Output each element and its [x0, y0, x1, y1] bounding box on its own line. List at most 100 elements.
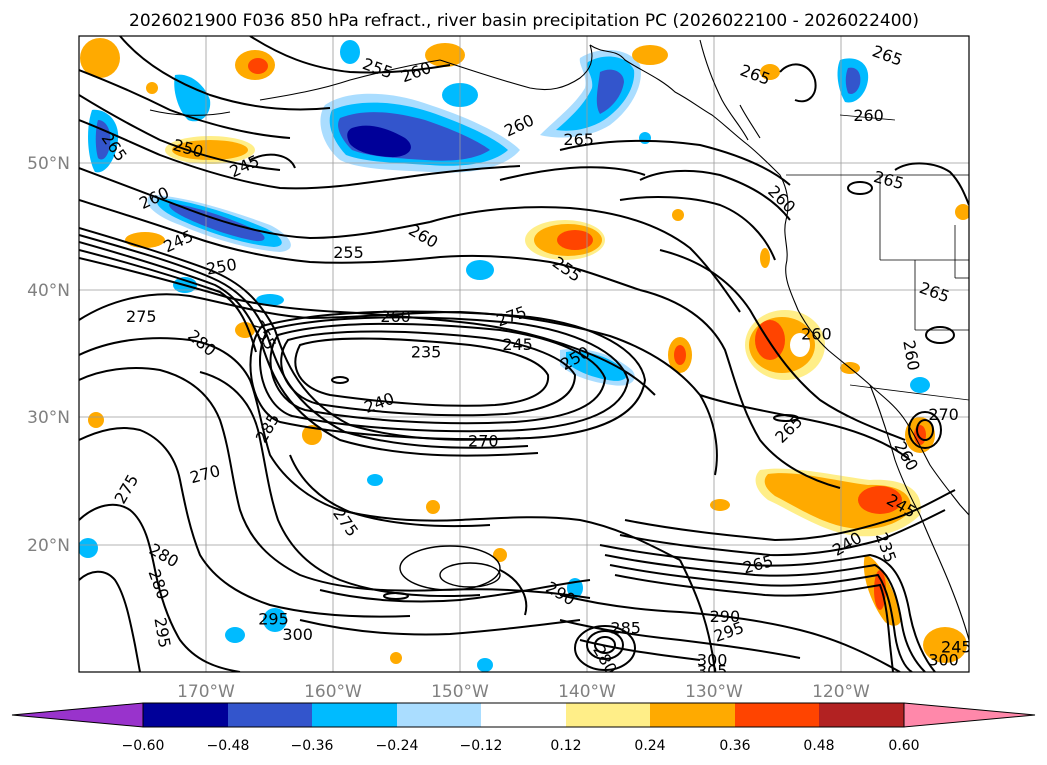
- colorbar-tick-label: 0.60: [888, 738, 919, 754]
- contour-label: 300: [697, 650, 728, 669]
- positive-anomaly-region: [874, 570, 886, 610]
- map-gridlines: [79, 36, 969, 672]
- political-borders: [786, 114, 969, 401]
- contour-label: 260: [380, 307, 411, 326]
- colorbar-segment: [312, 703, 397, 727]
- lat-tick-label: 30°N: [27, 408, 70, 428]
- lon-tick-label: 150°W: [431, 682, 489, 702]
- contour-label: 285: [610, 619, 641, 638]
- map-frame: [78, 35, 970, 673]
- contour-label: 245: [502, 335, 533, 354]
- positive-anomaly-region: [426, 500, 440, 514]
- colorbar-segment: [735, 703, 819, 727]
- lat-axis: 50°N 40°N 30°N 20°N: [27, 154, 70, 556]
- positive-anomaly-region: [557, 230, 593, 250]
- positive-anomaly-region: [125, 232, 165, 248]
- colorbar-extend-max: [903, 702, 1036, 728]
- positive-anomaly-region: [146, 82, 158, 94]
- positive-anomaly-region: [760, 248, 770, 268]
- negative-anomaly-region: [367, 474, 383, 486]
- colorbar: −0.60 −0.48 −0.36 −0.24 −0.12 0.12 0.24 …: [11, 702, 1036, 754]
- lon-tick-label: 130°W: [685, 682, 743, 702]
- positive-anomaly-region: [172, 140, 248, 160]
- negative-anomaly-region: [347, 125, 411, 158]
- contour-label: 300: [928, 650, 959, 669]
- positive-anomaly-region: [710, 499, 730, 511]
- positive-anomaly-region: [425, 43, 465, 67]
- contour-label: 270: [928, 405, 959, 424]
- colorbar-segment: [650, 703, 735, 727]
- negative-anomaly-region: [79, 538, 98, 558]
- negative-anomaly-region: [477, 658, 493, 672]
- colorbar-tick-label: −0.12: [460, 738, 503, 754]
- coastlines: [149, 39, 969, 641]
- positive-anomaly-region: [674, 345, 686, 365]
- contour-label: 245: [941, 638, 972, 657]
- lon-tick-label: 120°W: [812, 682, 870, 702]
- contour-label: 275: [126, 307, 157, 326]
- negative-anomaly-region: [225, 627, 245, 643]
- colorbar-tick-label: −0.36: [291, 738, 334, 754]
- contour-label: 235: [411, 343, 442, 362]
- contour-label: 265: [563, 130, 594, 149]
- positive-anomaly-region: [390, 652, 402, 664]
- colorbar-segment: [397, 703, 481, 727]
- positive-anomaly-region: [672, 209, 684, 221]
- negative-anomaly-region: [95, 120, 111, 160]
- positive-anomaly-region: [790, 333, 810, 357]
- lon-axis: 170°W 160°W 150°W 140°W 130°W 120°W: [177, 682, 870, 702]
- positive-anomaly-region: [248, 58, 268, 74]
- positive-anomaly-region: [760, 64, 780, 80]
- lon-tick-label: 140°W: [558, 682, 616, 702]
- colorbar-tick-label: −0.48: [207, 738, 250, 754]
- lon-tick-label: 170°W: [177, 682, 235, 702]
- contour-label: 305: [697, 662, 728, 681]
- colorbar-segment: [819, 703, 904, 727]
- negative-anomaly-region: [910, 377, 930, 393]
- colorbar-tick-label: 0.48: [803, 738, 834, 754]
- negative-anomaly-region: [169, 203, 265, 242]
- negative-anomaly-region: [466, 260, 494, 280]
- positive-anomaly-region: [302, 425, 322, 445]
- colorbar-segment: [566, 703, 650, 727]
- contour-label: 290: [710, 607, 741, 626]
- negative-anomaly-region: [845, 67, 861, 94]
- colorbar-tick-label: 0.24: [634, 738, 665, 754]
- colorbar-tick-label: 0.12: [550, 738, 581, 754]
- negative-anomaly-region: [340, 40, 360, 64]
- contour-label: 260: [853, 106, 884, 125]
- negative-anomaly-region: [256, 294, 284, 306]
- negative-anomaly-region: [174, 74, 211, 122]
- colorbar-segment: [143, 703, 228, 727]
- lon-tick-label: 160°W: [304, 682, 362, 702]
- positive-anomaly-region: [632, 45, 668, 65]
- positive-anomaly-region: [88, 412, 104, 428]
- positive-anomaly-region: [923, 627, 967, 663]
- map-title: 2026021900 F036 850 hPa refract., river …: [129, 11, 919, 31]
- refractivity-contours: [79, 36, 969, 672]
- positive-anomaly-region: [914, 425, 926, 445]
- lat-tick-label: 40°N: [27, 281, 70, 301]
- contour-label: 270: [468, 432, 499, 451]
- colorbar-extend-min: [11, 702, 144, 728]
- contour-label: 300: [282, 625, 313, 644]
- positive-anomaly-region: [858, 486, 902, 514]
- contour-label: 295: [258, 610, 289, 629]
- colorbar-tick-label: 0.36: [719, 738, 750, 754]
- contour-label: 255: [333, 243, 364, 262]
- lat-tick-label: 20°N: [27, 536, 70, 556]
- negative-anomaly-region: [639, 132, 651, 144]
- positive-anomaly-region: [955, 204, 969, 220]
- negative-anomaly-region: [596, 69, 624, 114]
- colorbar-tick-label: −0.60: [122, 738, 165, 754]
- lat-tick-label: 50°N: [27, 154, 70, 174]
- negative-anomaly-region: [263, 608, 287, 632]
- contour-label: 260: [801, 325, 832, 344]
- colorbar-outline: [142, 702, 905, 728]
- positive-anomaly-region: [80, 38, 120, 78]
- positive-anomaly-region: [493, 548, 507, 562]
- colorbar-segment: [228, 703, 312, 727]
- colorbar-segment: [481, 703, 566, 727]
- colorbar-tick-label: −0.24: [376, 738, 419, 754]
